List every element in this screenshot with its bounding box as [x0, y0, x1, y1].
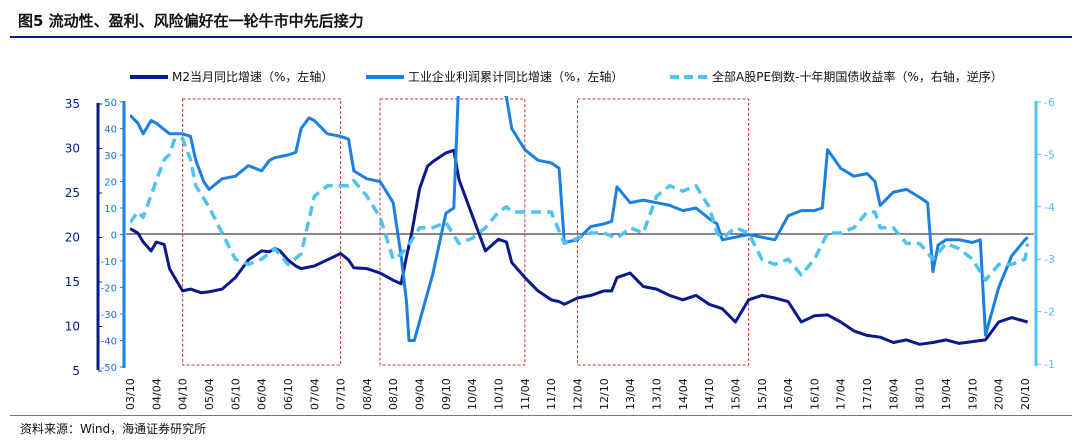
left-axis-2-ticks: 50 40 30 20 10 0 -10 -20 -30 -40 -50: [101, 98, 124, 374]
legend: M2当月同比增速（%，左轴） 工业企业利润累计同比增速（%，左轴） 全部A股PE…: [130, 69, 1003, 84]
x-tick-label: 11/10: [545, 378, 558, 410]
y3-tick-label: -3: [1044, 253, 1055, 266]
series-m2-line: [130, 148, 1029, 346]
x-tick-label: 19/04: [940, 378, 953, 410]
x-tick-label: 13/10: [650, 378, 663, 410]
x-tick-label: 10/04: [466, 378, 479, 410]
highlight-box-2: [379, 98, 526, 366]
y2-tick-label: -20: [101, 284, 117, 295]
y1-tick-label: 5: [72, 364, 80, 378]
x-tick-label: 16/10: [808, 378, 821, 410]
x-tick-label: 12/10: [598, 378, 611, 410]
legend-label-profit: 工业企业利润累计同比增速（%，左轴）: [408, 69, 623, 84]
y2-tick-label: -40: [101, 337, 117, 348]
y2-tick-label: 30: [104, 151, 117, 162]
x-tick-label: 07/04: [308, 378, 321, 410]
y1-tick-label: 15: [65, 275, 80, 289]
x-tick-label: 19/10: [966, 378, 979, 410]
x-tick-label: 05/04: [203, 378, 216, 410]
x-tick-label: 04/10: [177, 378, 190, 410]
highlight-boxes: [182, 98, 750, 366]
x-tick-label: 10/10: [493, 378, 506, 410]
legend-label-m2: M2当月同比增速（%，左轴）: [172, 69, 333, 84]
x-tick-label: 04/04: [150, 378, 163, 410]
x-tick-label: 14/04: [677, 378, 690, 410]
x-tick-label: 13/04: [624, 378, 637, 410]
y1-tick-label: 10: [65, 320, 80, 334]
x-tick-label: 17/04: [835, 378, 848, 410]
y2-tick-label: 40: [104, 125, 117, 136]
x-tick-label: 15/10: [756, 378, 769, 410]
x-tick-label: 07/10: [335, 378, 348, 410]
y2-tick-label: 10: [104, 204, 117, 215]
x-tick-label: 09/04: [414, 378, 427, 410]
y2-tick-label: 0: [111, 231, 117, 242]
series-profit-line: [130, 96, 1029, 342]
x-tick-label: 12/04: [572, 378, 585, 410]
legend-label-pe: 全部A股PE倒数-十年期国债收益率（%，右轴，逆序）: [712, 69, 1003, 84]
y3-tick-label: -2: [1044, 306, 1055, 319]
source-note: 资料来源：Wind，海通证券研究所: [20, 422, 207, 436]
left-axis-1-ticks: 35 30 25 20 15 10 5: [65, 97, 102, 378]
x-tick-label: 06/04: [256, 378, 269, 410]
x-tick-label: 06/10: [282, 378, 295, 410]
y1-tick-label: 20: [65, 231, 80, 245]
x-tick-label: 20/04: [993, 378, 1006, 410]
x-tick-label: 14/10: [703, 378, 716, 410]
series-pe-line: [130, 136, 1030, 282]
y2-tick-label: -50: [101, 363, 117, 374]
right-axis-ticks: -6 -5 -4 -3 -2 -1: [1036, 96, 1055, 371]
title-divider: [10, 36, 1072, 38]
x-tick-label: 18/04: [887, 378, 900, 410]
highlight-box-3: [577, 98, 750, 366]
y2-tick-label: 20: [104, 178, 117, 189]
y2-tick-label: -10: [101, 257, 117, 268]
y1-tick-label: 35: [65, 97, 80, 111]
y3-tick-label: -5: [1044, 148, 1055, 161]
chart-title: 图5 流动性、盈利、风险偏好在一轮牛市中先后接力: [18, 12, 364, 30]
y1-tick-label: 25: [65, 186, 80, 200]
y3-tick-label: -1: [1044, 358, 1055, 371]
x-tick-label: 08/10: [387, 378, 400, 410]
y3-tick-label: -4: [1044, 201, 1055, 214]
x-tick-label: 03/10: [124, 378, 137, 410]
x-axis-ticks: 03/10 04/04 04/10 05/04 05/10 06/04 06/10 07/04…: [124, 378, 1032, 410]
x-tick-label: 09/10: [440, 378, 453, 410]
x-tick-label: 15/04: [729, 378, 742, 410]
x-tick-label: 08/04: [361, 378, 374, 410]
y1-tick-label: 30: [65, 142, 80, 156]
x-tick-label: 11/04: [519, 378, 532, 410]
y2-tick-label: 50: [104, 98, 117, 109]
x-tick-label: 05/10: [229, 378, 242, 410]
y3-tick-label: -6: [1044, 96, 1055, 109]
x-tick-label: 18/10: [914, 378, 927, 410]
highlight-box-1: [182, 98, 342, 366]
x-tick-label: 16/04: [782, 378, 795, 410]
x-tick-label: 17/10: [861, 378, 874, 410]
series-layer: [130, 96, 1030, 346]
y2-tick-label: -30: [101, 310, 117, 321]
footer-divider: [10, 415, 1072, 416]
x-tick-label: 20/10: [1019, 378, 1032, 410]
